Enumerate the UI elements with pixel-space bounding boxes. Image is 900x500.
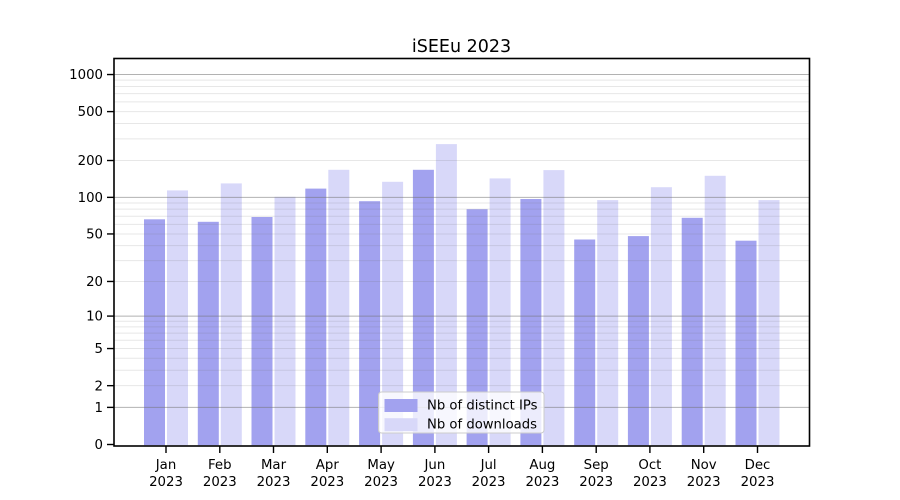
x-tick-label-month: Aug (529, 458, 555, 473)
y-tick-label: 0 (95, 438, 103, 453)
y-tick-label: 200 (78, 154, 103, 169)
x-tick-label-year: 2023 (687, 475, 721, 490)
x-tick-label-month: Nov (691, 458, 717, 473)
bar-distinct-ips-feb (197, 221, 219, 446)
x-tick-label-year: 2023 (579, 475, 613, 490)
bar-downloads-mar (274, 196, 296, 446)
x-tick-label-year: 2023 (257, 475, 291, 490)
y-tick-label: 100 (78, 191, 103, 206)
bar-distinct-ips-may (359, 201, 381, 446)
bar-distinct-ips-mar (251, 217, 273, 446)
x-tick-label-year: 2023 (472, 475, 506, 490)
x-tick-label-month: Mar (261, 458, 287, 473)
y-tick-label: 500 (78, 105, 103, 120)
bar-downloads-apr (328, 169, 350, 446)
bar-distinct-ips-apr (305, 188, 327, 446)
x-tick-label-month: Jun (424, 458, 446, 473)
bar-downloads-jun (435, 144, 457, 446)
bar-distinct-ips-jan (144, 219, 165, 446)
x-tick-label-year: 2023 (364, 475, 398, 490)
bar-downloads-jan (167, 190, 188, 446)
x-tick-label-month: Jul (480, 458, 497, 473)
x-tick-label-year: 2023 (310, 475, 344, 490)
plot-border (113, 57, 811, 447)
y-tick-label: 2 (95, 379, 103, 394)
bar-downloads-aug (543, 170, 565, 446)
bar-downloads-may (382, 181, 404, 446)
legend-swatch-downloads (384, 418, 418, 432)
y-tick-label: 1000 (69, 68, 103, 83)
ticks-layer: 0 1 2 5 10 20 50 100 200 500 1000 Jan 2023 Feb 2023 Mar… (69, 68, 774, 490)
y-tick-label: 50 (86, 228, 103, 243)
bar-distinct-ips-sep (574, 239, 596, 446)
bar-downloads-feb (220, 183, 242, 446)
chart-title: iSEEu 2023 (412, 37, 511, 57)
bar-distinct-ips-aug (520, 199, 542, 446)
bar-downloads-nov (704, 175, 726, 446)
y-tick-label: 5 (95, 342, 103, 357)
x-tick-label-year: 2023 (203, 475, 237, 490)
legend-label-downloads: Nb of downloads (427, 418, 537, 433)
legend-label-distinct-ips: Nb of distinct IPs (427, 399, 538, 414)
bar-distinct-ips-nov (681, 217, 703, 446)
x-tick-label-year: 2023 (149, 475, 183, 490)
x-tick-label-month: Sep (584, 458, 609, 473)
x-tick-label-year: 2023 (418, 475, 452, 490)
y-tick-label: 10 (86, 310, 103, 325)
legend: Nb of distinct IPs Nb of downloads (378, 391, 545, 434)
y-tick-label: 20 (86, 275, 103, 290)
bar-downloads-sep (597, 200, 619, 446)
bars-layer (144, 144, 780, 446)
x-tick-label-month: Feb (208, 458, 232, 473)
x-tick-label-month: Jan (155, 458, 177, 473)
grid-layer (114, 74, 810, 408)
legend-swatch-distinct-ips (384, 399, 418, 412)
bar-downloads-dec (758, 200, 780, 446)
x-tick-label-year: 2023 (741, 475, 775, 490)
x-tick-label-month: May (367, 458, 395, 473)
x-tick-label-month: Apr (316, 458, 340, 473)
bar-distinct-ips-jun (412, 169, 434, 446)
x-tick-label-year: 2023 (525, 475, 559, 490)
legend-box (378, 391, 545, 434)
x-tick-label-month: Dec (745, 458, 771, 473)
bar-distinct-ips-oct (627, 236, 649, 446)
x-tick-label-month: Oct (638, 458, 661, 473)
x-tick-label-year: 2023 (633, 475, 667, 490)
bar-distinct-ips-jul (466, 209, 488, 446)
bar-downloads-jul (489, 178, 511, 446)
y-tick-label: 1 (95, 401, 103, 416)
bar-distinct-ips-dec (735, 240, 757, 446)
